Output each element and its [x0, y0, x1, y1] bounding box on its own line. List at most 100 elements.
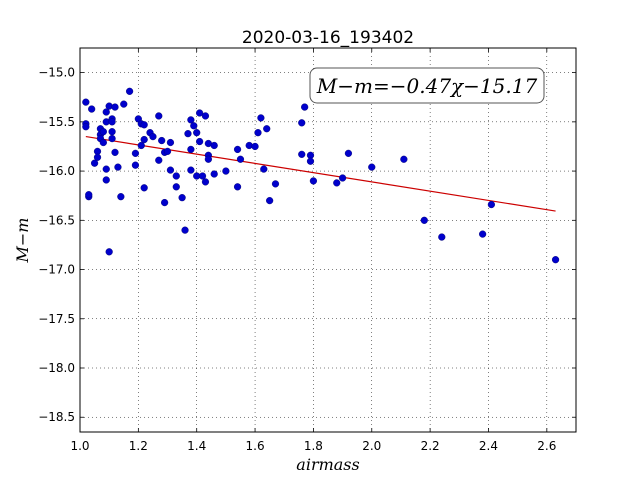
- x-tick-label: 1.8: [304, 439, 323, 453]
- data-point: [137, 141, 145, 150]
- data-point: [117, 193, 125, 201]
- data-point: [193, 129, 201, 137]
- data-point: [178, 194, 186, 202]
- data-point: [306, 157, 315, 165]
- data-point: [438, 233, 446, 241]
- data-point: [338, 174, 347, 182]
- data-point: [102, 165, 110, 173]
- data-point: [233, 145, 242, 154]
- y-tick-label: −16.5: [38, 213, 75, 227]
- data-point: [85, 191, 93, 199]
- data-point: [309, 177, 318, 185]
- x-tick-labels: 1.0 1.2 1.4 1.6 1.8 2.0 2.2 2.4 2.6: [70, 439, 556, 453]
- data-point: [108, 118, 116, 126]
- data-point: [172, 183, 180, 191]
- data-point: [187, 116, 195, 124]
- y-tick-label: −15.5: [38, 115, 75, 129]
- data-point: [111, 148, 119, 156]
- data-point: [266, 197, 274, 205]
- data-point: [204, 155, 212, 163]
- data-point: [479, 230, 487, 238]
- data-point: [90, 159, 99, 167]
- data-point: [333, 179, 341, 187]
- data-point: [222, 167, 230, 175]
- data-point: [99, 138, 107, 147]
- data-point: [184, 130, 192, 138]
- data-point: [210, 170, 218, 178]
- y-axis-label: M−m: [13, 218, 32, 264]
- data-point: [487, 200, 495, 209]
- data-point: [254, 129, 262, 137]
- data-points: [82, 87, 560, 264]
- y-tick-label: −18.5: [38, 410, 75, 424]
- y-tick-labels: −15.0 −15.5 −16.0 −16.5 −17.0 −17.5 −18.0 −18.5: [38, 66, 75, 425]
- x-tick-label: 1.2: [129, 439, 148, 453]
- chart-title: 2020-03-16_193402: [242, 28, 414, 48]
- data-point: [102, 176, 110, 184]
- data-point: [88, 105, 96, 113]
- data-point: [210, 141, 218, 150]
- axis-ticks: [79, 48, 576, 432]
- data-point: [233, 183, 242, 191]
- data-point: [93, 153, 102, 161]
- data-point: [251, 142, 259, 151]
- data-point: [140, 135, 148, 144]
- x-tick-label: 2.4: [479, 439, 498, 453]
- data-point: [108, 134, 116, 143]
- y-tick-label: −18.0: [38, 361, 75, 375]
- y-tick-label: −17.5: [38, 312, 75, 326]
- y-tick-label: −17.0: [38, 263, 75, 277]
- data-point: [105, 248, 113, 256]
- data-point: [196, 109, 204, 117]
- data-point: [271, 180, 280, 188]
- data-point: [298, 150, 306, 158]
- annotation-text: M−m=−0.47χ−15.17: [316, 74, 538, 98]
- x-tick-label: 1.4: [187, 439, 206, 453]
- data-point: [190, 122, 198, 130]
- data-point: [187, 145, 195, 154]
- fit-annotation: M−m=−0.47χ−15.17: [309, 67, 545, 104]
- data-point: [201, 112, 210, 120]
- plot-area: [80, 48, 576, 432]
- data-point: [155, 112, 163, 120]
- data-point: [114, 163, 122, 171]
- y-tick-label: −15.0: [38, 66, 75, 80]
- x-tick-label: 2.6: [537, 439, 556, 453]
- x-tick-label: 1.0: [70, 439, 89, 453]
- x-tick-label: 2.2: [421, 439, 440, 453]
- x-tick-label: 1.6: [246, 439, 265, 453]
- data-point: [301, 103, 309, 111]
- annotation-box: [309, 67, 545, 104]
- x-axis-label: airmass: [296, 455, 359, 474]
- data-point: [108, 128, 116, 136]
- data-point: [551, 256, 560, 264]
- data-point: [260, 165, 268, 173]
- data-point: [400, 155, 408, 163]
- data-point: [126, 87, 134, 95]
- data-point: [420, 216, 428, 224]
- data-point: [131, 161, 140, 169]
- data-point: [120, 100, 128, 108]
- data-point: [163, 147, 172, 155]
- data-point: [187, 166, 195, 174]
- data-point: [149, 133, 157, 141]
- data-point: [257, 114, 265, 122]
- data-point: [298, 119, 306, 127]
- data-point: [140, 121, 148, 129]
- data-point: [82, 98, 90, 106]
- data-point: [198, 172, 207, 180]
- data-point: [166, 138, 175, 147]
- data-point: [201, 178, 210, 186]
- data-point: [82, 123, 90, 131]
- data-point: [111, 103, 119, 111]
- data-point: [155, 156, 163, 164]
- data-point: [166, 166, 175, 174]
- data-point: [161, 198, 169, 207]
- plot-frame: [79, 47, 577, 433]
- data-point: [236, 155, 245, 163]
- data-point: [172, 172, 180, 180]
- data-point: [158, 136, 166, 145]
- data-point: [99, 128, 107, 136]
- data-point: [181, 226, 189, 234]
